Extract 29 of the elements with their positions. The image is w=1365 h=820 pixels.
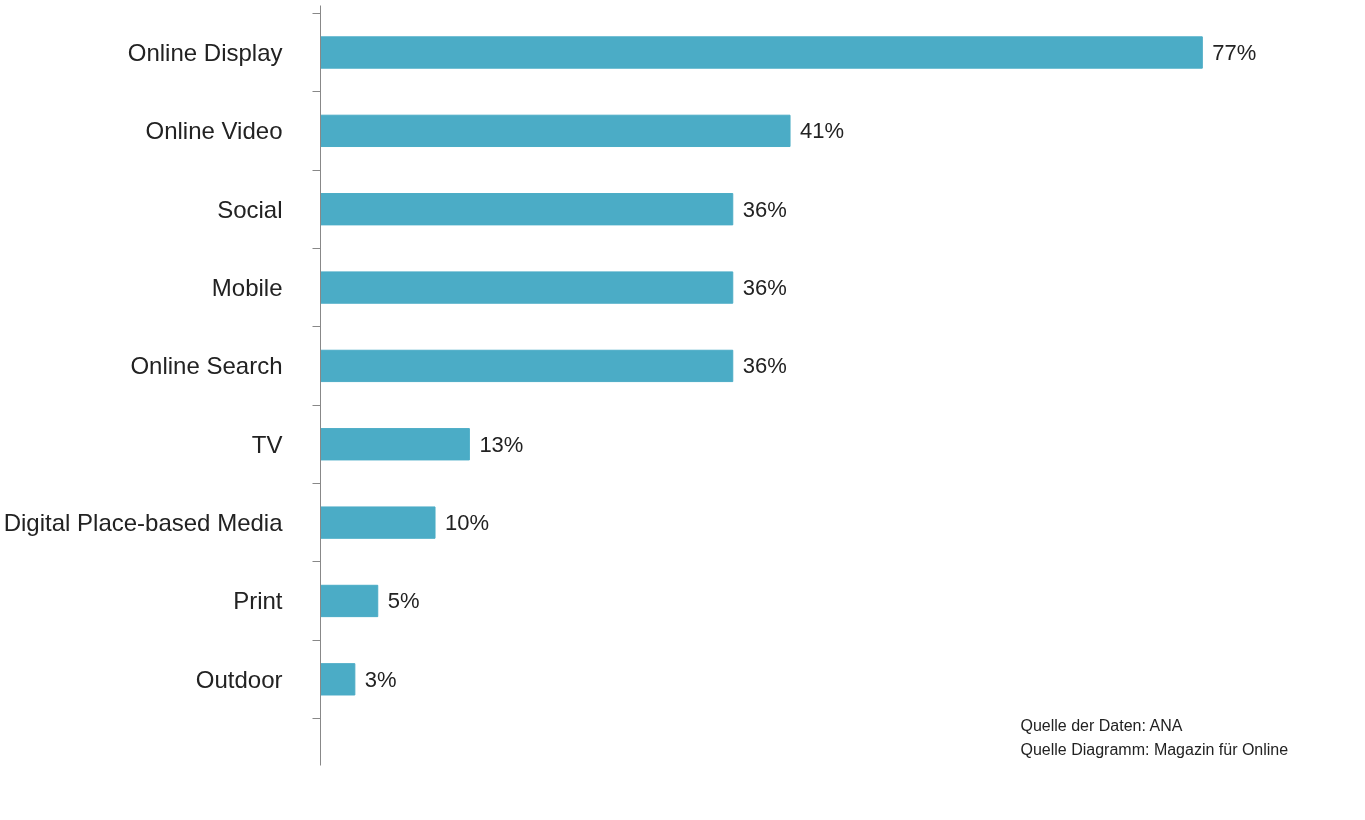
annotation: Quelle der Daten: ANA: [1020, 716, 1183, 734]
bar: [320, 36, 1203, 69]
y-tick-label: Digital Place-based Media: [3, 509, 284, 537]
data-label: 36%: [742, 196, 787, 222]
bar: [320, 584, 379, 618]
data-label: 10%: [445, 510, 490, 536]
y-tick-label: Mobile: [211, 274, 283, 302]
y-tick-label: Print: [233, 587, 283, 615]
data-label: 13%: [479, 431, 524, 457]
annotation: Quelle Diagramm: Magazin für Online: [1020, 740, 1289, 758]
data-label: 36%: [742, 275, 787, 301]
bar: [320, 271, 734, 304]
y-tick-label: Online Display: [127, 39, 283, 67]
bar: [320, 428, 470, 461]
data-label: 5%: [387, 588, 420, 614]
data-label: 41%: [800, 118, 845, 144]
y-tick-label: Outdoor: [195, 665, 283, 693]
data-label: 77%: [1212, 40, 1257, 66]
bar: [320, 114, 791, 148]
bar: [320, 349, 734, 383]
bar: [320, 506, 436, 539]
data-label: 3%: [364, 666, 397, 692]
bar: [320, 663, 356, 696]
bar: [320, 193, 734, 226]
y-tick-label: TV: [251, 430, 283, 458]
y-tick-label: Online Video: [145, 117, 283, 145]
data-label: 36%: [742, 353, 787, 379]
y-tick-label: Social: [217, 195, 283, 223]
y-tick-label: Online Search: [130, 352, 283, 380]
